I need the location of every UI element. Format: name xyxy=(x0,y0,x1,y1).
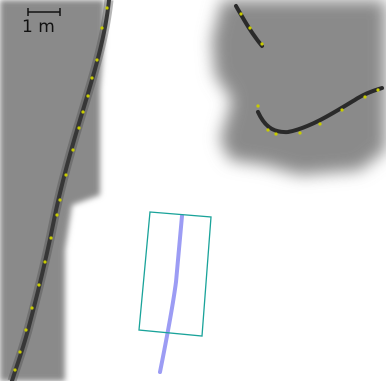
laser-point xyxy=(340,108,344,112)
laser-point xyxy=(24,328,28,332)
robot-footprint xyxy=(138,211,212,337)
laser-point xyxy=(13,368,17,372)
obstacle-curve-right xyxy=(256,86,384,135)
laser-point xyxy=(260,42,264,46)
laser-point xyxy=(239,12,243,16)
laser-point xyxy=(58,198,62,202)
laser-point xyxy=(100,26,104,30)
robot-path xyxy=(158,214,184,374)
laser-point xyxy=(37,283,41,287)
laser-point xyxy=(298,131,302,135)
laser-point xyxy=(86,94,90,98)
scale-bar-label: 1 m xyxy=(22,17,55,37)
laser-point xyxy=(55,213,59,217)
laser-point xyxy=(318,122,322,126)
scale-bar xyxy=(27,8,61,16)
laser-point xyxy=(81,110,85,114)
laser-point xyxy=(90,76,94,80)
laser-point xyxy=(256,104,260,108)
laser-point xyxy=(266,128,270,132)
laser-point xyxy=(64,173,68,177)
laser-point xyxy=(43,260,47,264)
laser-point xyxy=(248,26,252,30)
laser-point xyxy=(18,350,22,354)
laser-point xyxy=(49,236,53,240)
laser-point xyxy=(363,95,367,99)
obstacle-wall-left xyxy=(10,0,111,381)
laser-point xyxy=(71,148,75,152)
laser-point xyxy=(274,132,278,136)
laser-points xyxy=(13,6,380,372)
unknown-region-left xyxy=(0,0,104,381)
laser-point xyxy=(105,6,109,10)
laser-point xyxy=(30,306,34,310)
obstacle-curve-top xyxy=(234,4,264,48)
unknown-region-top-right xyxy=(212,0,386,175)
laser-point xyxy=(77,126,81,130)
laser-point xyxy=(95,58,99,62)
obstacle-wall-left-shadow xyxy=(7,0,114,381)
laser-point xyxy=(376,88,380,92)
